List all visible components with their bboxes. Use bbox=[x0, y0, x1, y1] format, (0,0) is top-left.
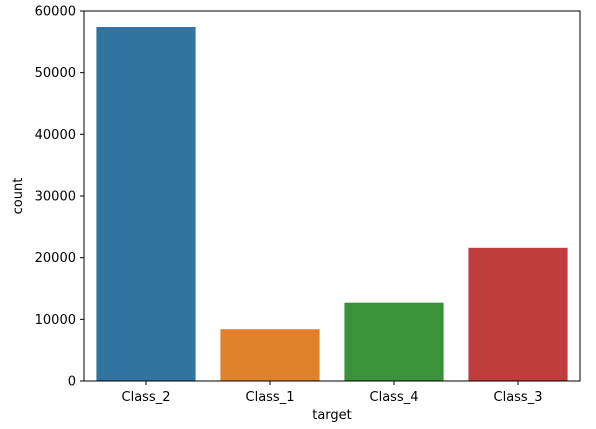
bar-class-4 bbox=[344, 302, 444, 381]
x-tick-label: Class_4 bbox=[370, 390, 419, 405]
y-tick-label: 0 bbox=[68, 375, 76, 390]
y-tick-label: 10000 bbox=[35, 313, 76, 328]
y-tick-label: 20000 bbox=[35, 251, 76, 266]
bars-group bbox=[96, 27, 568, 382]
y-tick-label: 40000 bbox=[35, 128, 76, 143]
y-tick-label: 50000 bbox=[35, 66, 76, 81]
bar-class-1 bbox=[220, 329, 320, 381]
x-axis: Class_2 Class_1 Class_4 Class_3 bbox=[122, 381, 543, 405]
y-axis-label: count bbox=[11, 178, 26, 215]
y-tick-label: 60000 bbox=[35, 5, 76, 20]
x-tick-label: Class_3 bbox=[494, 390, 543, 405]
x-tick-label: Class_2 bbox=[122, 390, 171, 405]
bar-class-3 bbox=[468, 247, 568, 381]
x-tick-label: Class_1 bbox=[246, 390, 295, 405]
bar-class-2 bbox=[96, 27, 196, 382]
y-axis: 0 10000 20000 30000 40000 50000 60000 bbox=[35, 5, 84, 390]
x-axis-label: target bbox=[312, 408, 352, 423]
y-tick-label: 30000 bbox=[35, 190, 76, 205]
